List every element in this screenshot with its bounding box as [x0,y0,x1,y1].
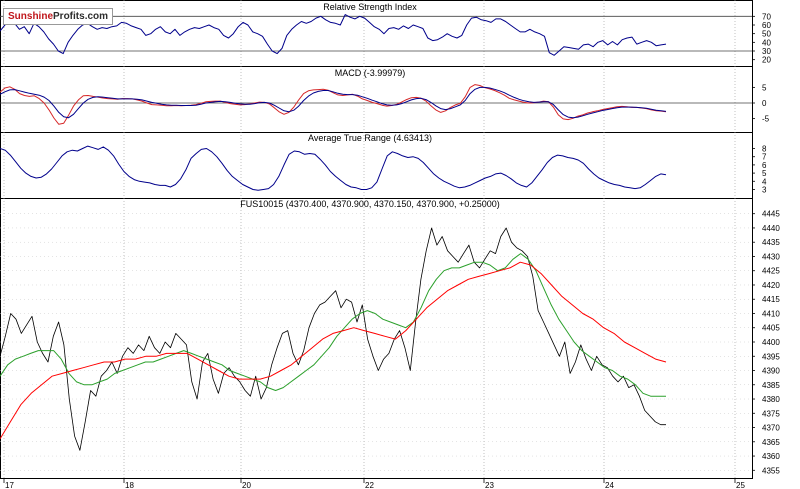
series-line [0,84,667,125]
y-tick-label: -5 [762,115,770,124]
rsi-title: Relative Strength Index [323,2,417,12]
y-tick-label: 4365 [762,438,780,447]
label-layer: Relative Strength Index MACD (-3.99979) … [240,2,499,209]
y-tick-label: 30 [762,47,771,56]
x-tick-label: 25 [736,481,745,489]
y-tick-label: 5 [762,169,767,178]
reference-lines [0,15,752,104]
tick-labels: 70605040302050-5876543444544404435443044… [3,12,780,489]
y-tick-label: 4395 [762,352,780,361]
y-tick-label: 4425 [762,267,780,276]
x-tick-label: 18 [125,481,134,489]
y-tick-label: 4390 [762,367,780,376]
y-tick-label: 4375 [762,409,780,418]
logo-part-2: Profits [53,11,85,22]
logo-part-1: Sunshine [8,11,54,22]
price-title: FUS10015 (4370.400, 4370.900, 4370.150, … [240,199,499,209]
chart-grid [0,0,752,478]
y-tick-label: 4415 [762,295,780,304]
y-tick-label: 4360 [762,452,780,461]
y-tick-label: 4435 [762,238,780,247]
x-tick-label: 17 [5,481,14,489]
y-tick-label: 0 [762,99,767,108]
y-tick-label: 4370 [762,424,780,433]
y-tick-label: 20 [762,56,771,65]
series-layer [0,14,667,451]
y-tick-label: 4420 [762,281,780,290]
panel-frame [0,198,753,479]
x-tick-label: 23 [485,481,494,489]
y-tick-label: 4445 [762,210,780,219]
y-tick-label: 40 [762,38,771,47]
y-tick-label: 60 [762,21,771,30]
y-tick-label: 4385 [762,381,780,390]
sma-fast-line [0,253,666,397]
y-tick-label: 6 [762,161,767,170]
y-tick-label: 7 [762,153,767,162]
x-tick-label: 24 [605,481,614,489]
y-tick-label: 5 [762,83,767,92]
logo-part-3: .com [84,11,109,22]
y-tick-label: 4 [762,177,767,186]
y-tick-label: 4430 [762,252,780,261]
x-tick-label: 20 [242,481,251,489]
y-tick-label: 8 [762,145,767,154]
y-tick-label: 4400 [762,338,780,347]
sunshine-profits-logo: SunshineProfits.com [3,8,114,25]
y-tick-label: 4355 [762,466,780,475]
x-tick-label: 22 [365,481,374,489]
series-line [0,14,667,56]
y-tick-label: 50 [762,30,771,39]
y-tick-label: 4380 [762,395,780,404]
y-tick-label: 4410 [762,309,780,318]
series-line [0,86,667,119]
series-line [0,145,667,191]
y-tick-label: 4405 [762,324,780,333]
y-tick-label: 4440 [762,224,780,233]
macd-title: MACD (-3.99979) [335,68,406,78]
y-tick-label: 3 [762,185,767,194]
panel-frames [0,0,753,479]
sma-slow-line [0,261,667,440]
atr-title: Average True Range (4.63413) [308,133,432,143]
y-tick-label: 70 [762,12,771,21]
price-line [0,227,666,451]
